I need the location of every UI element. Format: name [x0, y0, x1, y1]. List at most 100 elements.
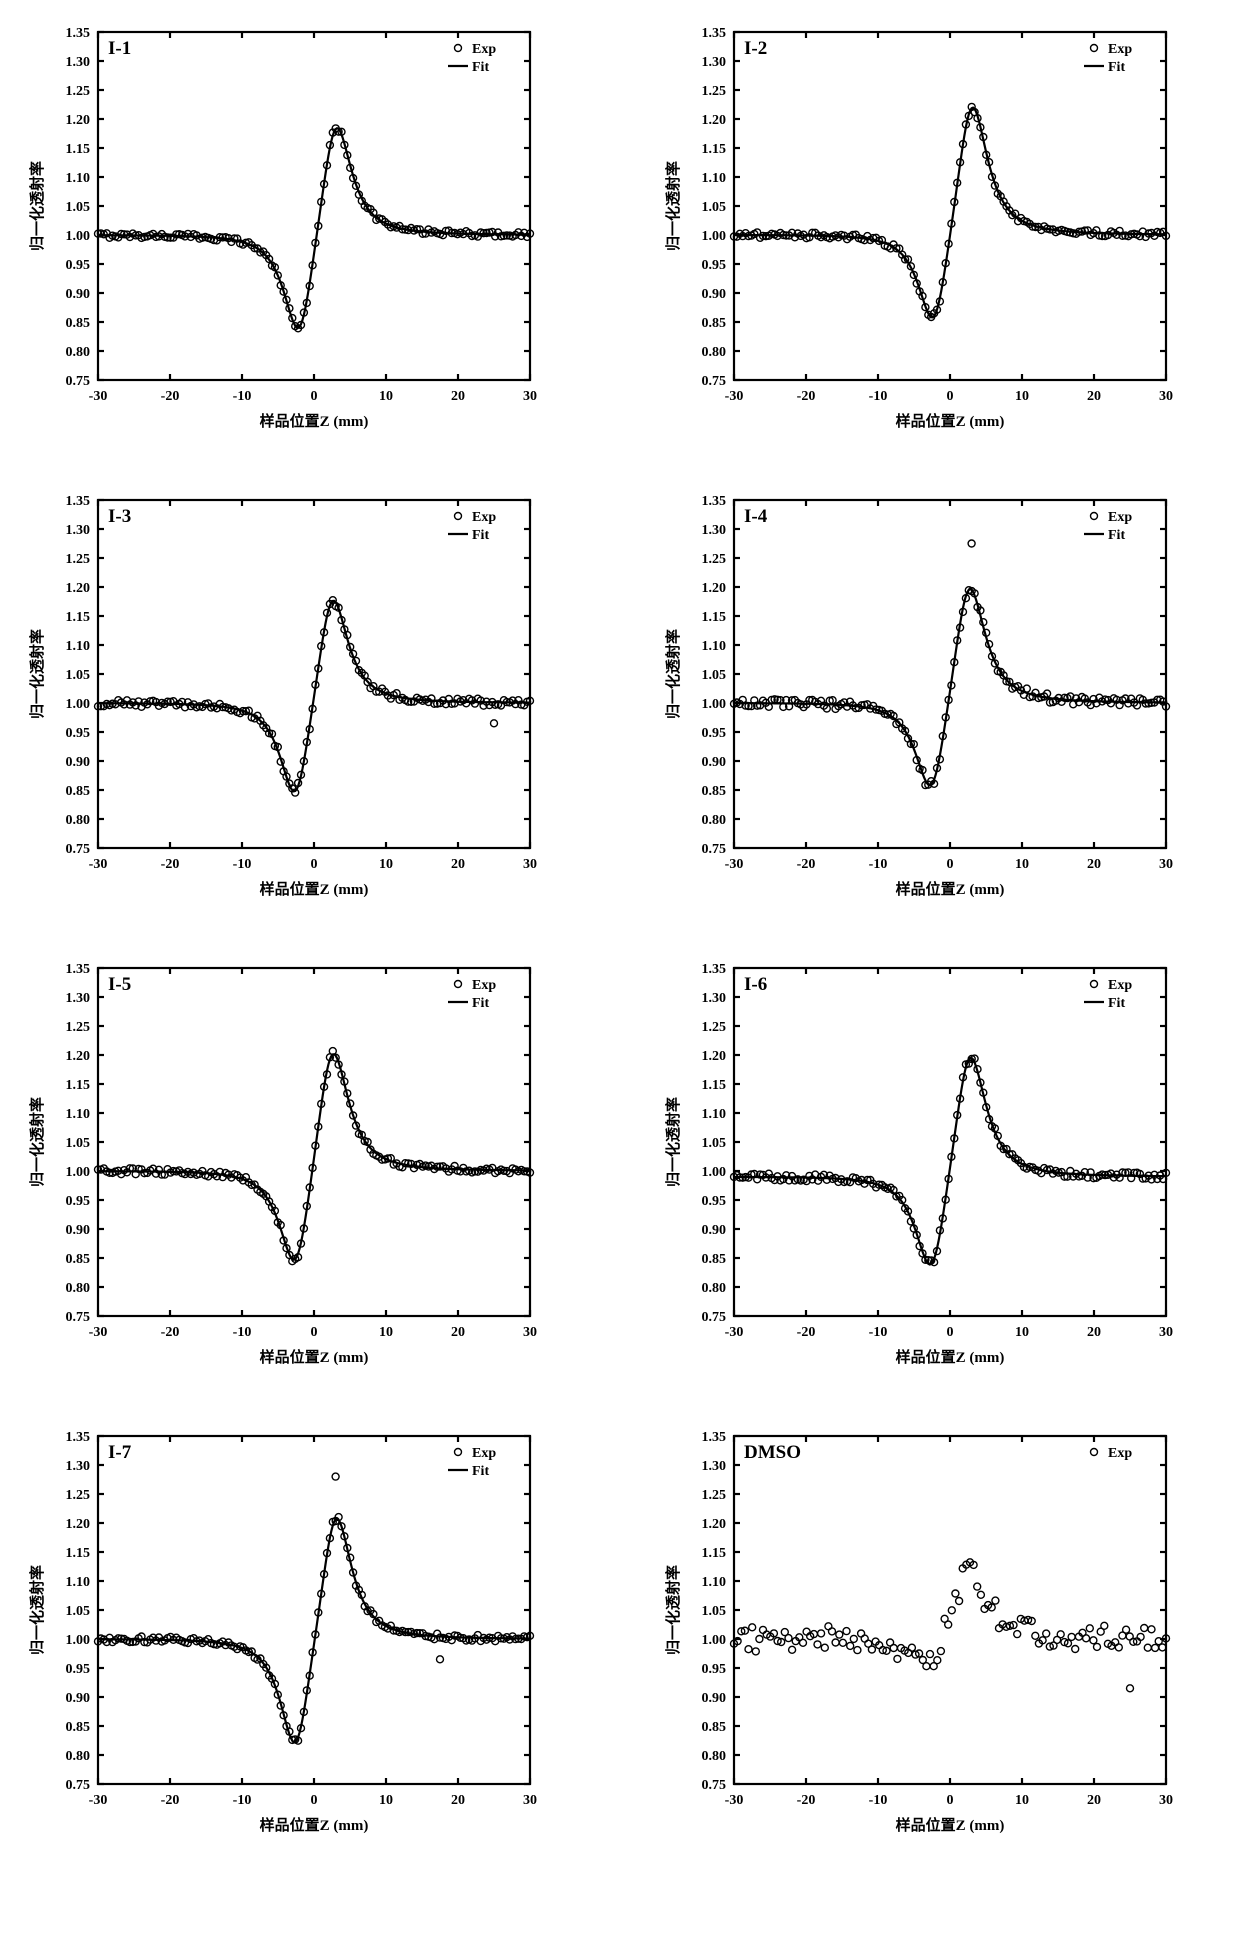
- ytick-label: 1.30: [66, 1459, 91, 1474]
- xtick-label: -20: [161, 857, 180, 872]
- ytick-label: 1.00: [702, 1165, 727, 1180]
- zscan-panel: -30-20-1001020300.750.800.850.900.951.00…: [656, 1424, 1176, 1844]
- ytick-label: 0.95: [702, 726, 727, 741]
- xtick-label: 0: [947, 857, 954, 872]
- ytick-label: 1.05: [66, 1604, 91, 1619]
- ytick-label: 1.35: [702, 494, 727, 509]
- ytick-label: 1.10: [702, 639, 727, 654]
- xtick-label: 30: [523, 857, 537, 872]
- xtick-label: -10: [233, 857, 252, 872]
- ytick-label: 0.75: [702, 1310, 727, 1325]
- ytick-label: 1.10: [66, 1107, 91, 1122]
- ytick-label: 1.20: [66, 581, 91, 596]
- xtick-label: -30: [725, 857, 744, 872]
- ytick-label: 1.30: [702, 991, 727, 1006]
- panel-I-6: -30-20-1001020300.750.800.850.900.951.00…: [656, 956, 1220, 1376]
- xtick-label: 0: [947, 389, 954, 404]
- ytick-label: 1.00: [702, 1633, 727, 1648]
- xtick-label: -30: [89, 389, 108, 404]
- ytick-label: 1.10: [702, 1107, 727, 1122]
- ytick-label: 0.80: [66, 1281, 91, 1296]
- xtick-label: 10: [379, 1325, 393, 1340]
- xtick-label: 0: [311, 389, 318, 404]
- xtick-label: -30: [89, 857, 108, 872]
- ytick-label: 0.95: [702, 1194, 727, 1209]
- xtick-label: 30: [1159, 1793, 1173, 1808]
- y-axis-label: 归一化透射率: [664, 629, 682, 719]
- ytick-label: 0.75: [702, 374, 727, 389]
- ytick-label: 1.10: [66, 1575, 91, 1590]
- xtick-label: 30: [523, 1325, 537, 1340]
- ytick-label: 1.25: [702, 552, 727, 567]
- x-axis-label: 样品位置Z (mm): [896, 880, 1005, 898]
- ytick-label: 0.95: [66, 726, 91, 741]
- xtick-label: 10: [379, 857, 393, 872]
- xtick-label: -30: [725, 389, 744, 404]
- ytick-label: 1.05: [702, 1136, 727, 1151]
- ytick-label: 1.15: [66, 610, 91, 625]
- panel-label: I-5: [108, 974, 131, 995]
- legend-exp-label: Exp: [472, 978, 496, 993]
- legend-exp-label: Exp: [472, 42, 496, 57]
- ytick-label: 1.05: [702, 668, 727, 683]
- ytick-label: 1.35: [702, 1430, 727, 1445]
- xtick-label: 0: [311, 1793, 318, 1808]
- ytick-label: 0.95: [66, 258, 91, 273]
- ytick-label: 1.30: [66, 55, 91, 70]
- panel-I-3: -30-20-1001020300.750.800.850.900.951.00…: [20, 488, 584, 908]
- ytick-label: 1.15: [702, 1078, 727, 1093]
- ytick-label: 1.00: [702, 697, 727, 712]
- xtick-label: 0: [947, 1325, 954, 1340]
- ytick-label: 0.80: [702, 813, 727, 828]
- ytick-label: 1.25: [66, 1488, 91, 1503]
- legend-fit-label: Fit: [1108, 528, 1125, 543]
- ytick-label: 0.80: [702, 1749, 727, 1764]
- zscan-panel: -30-20-1001020300.750.800.850.900.951.00…: [20, 1424, 540, 1844]
- ytick-label: 1.25: [702, 1020, 727, 1035]
- panel-label: I-7: [108, 1442, 132, 1463]
- ytick-label: 1.35: [66, 494, 91, 509]
- panel-I-2: -30-20-1001020300.750.800.850.900.951.00…: [656, 20, 1220, 440]
- xtick-label: -30: [89, 1793, 108, 1808]
- ytick-label: 1.00: [66, 229, 91, 244]
- ytick-label: 0.85: [66, 316, 91, 331]
- xtick-label: 20: [451, 857, 465, 872]
- xtick-label: -10: [233, 1325, 252, 1340]
- ytick-label: 1.30: [66, 523, 91, 538]
- ytick-label: 1.30: [702, 55, 727, 70]
- legend-fit-label: Fit: [1108, 60, 1125, 75]
- legend-exp-label: Exp: [1108, 42, 1132, 57]
- ytick-label: 1.20: [66, 1517, 91, 1532]
- ytick-label: 1.20: [702, 1049, 727, 1064]
- legend-fit-label: Fit: [472, 1464, 489, 1479]
- ytick-label: 1.05: [66, 200, 91, 215]
- xtick-label: -20: [797, 857, 816, 872]
- ytick-label: 0.85: [702, 1252, 727, 1267]
- xtick-label: -30: [725, 1793, 744, 1808]
- xtick-label: 20: [1087, 1793, 1101, 1808]
- xtick-label: -10: [869, 857, 888, 872]
- xtick-label: -20: [161, 1793, 180, 1808]
- ytick-label: 1.00: [702, 229, 727, 244]
- ytick-label: 0.80: [66, 1749, 91, 1764]
- ytick-label: 1.30: [702, 523, 727, 538]
- ytick-label: 1.10: [66, 171, 91, 186]
- y-axis-label: 归一化透射率: [28, 1097, 46, 1187]
- ytick-label: 1.35: [66, 26, 91, 41]
- ytick-label: 1.20: [702, 581, 727, 596]
- ytick-label: 1.05: [702, 200, 727, 215]
- legend-fit-label: Fit: [472, 60, 489, 75]
- xtick-label: 30: [523, 1793, 537, 1808]
- xtick-label: -30: [89, 1325, 108, 1340]
- ytick-label: 1.25: [66, 1020, 91, 1035]
- x-axis-label: 样品位置Z (mm): [260, 1816, 369, 1834]
- x-axis-label: 样品位置Z (mm): [260, 1348, 369, 1366]
- y-axis-label: 归一化透射率: [664, 1097, 682, 1187]
- xtick-label: 20: [1087, 1325, 1101, 1340]
- legend-fit-label: Fit: [472, 528, 489, 543]
- x-axis-label: 样品位置Z (mm): [896, 1816, 1005, 1834]
- ytick-label: 1.25: [702, 84, 727, 99]
- ytick-label: 0.90: [66, 1223, 91, 1238]
- zscan-panel: -30-20-1001020300.750.800.850.900.951.00…: [20, 488, 540, 908]
- ytick-label: 0.90: [66, 287, 91, 302]
